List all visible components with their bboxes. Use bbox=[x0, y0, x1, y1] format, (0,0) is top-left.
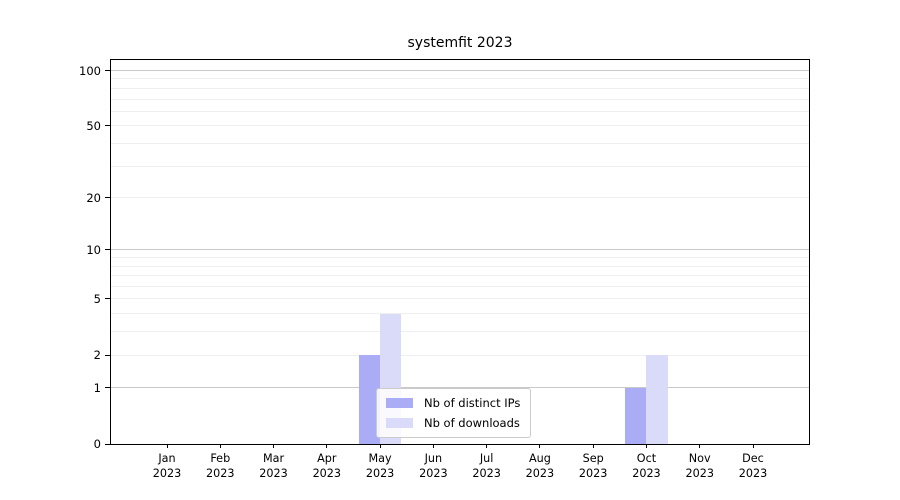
y-tick-label: 5 bbox=[93, 291, 101, 306]
y-tick bbox=[105, 354, 110, 356]
x-tick-label: Feb 2023 bbox=[206, 452, 235, 480]
legend: Nb of distinct IPs Nb of downloads bbox=[376, 388, 532, 438]
x-tick bbox=[645, 444, 647, 448]
legend-item: Nb of distinct IPs bbox=[386, 396, 520, 410]
y-tick bbox=[105, 443, 110, 445]
y-tick bbox=[105, 298, 110, 300]
x-tick-label: Dec 2023 bbox=[738, 452, 768, 480]
chart-title: systemfit 2023 bbox=[407, 35, 513, 51]
legend-swatch-distinct-ips bbox=[386, 398, 413, 408]
y-tick bbox=[105, 249, 110, 251]
y-tick-label: 0 bbox=[93, 437, 101, 451]
x-tick-label: Sep 2023 bbox=[578, 452, 608, 480]
gridline-minor bbox=[111, 275, 809, 277]
y-tick bbox=[105, 125, 110, 127]
gridline-major bbox=[111, 387, 809, 389]
x-tick bbox=[166, 444, 168, 448]
gridline-minor bbox=[111, 313, 809, 315]
x-tick-label: Nov 2023 bbox=[685, 452, 714, 480]
x-tick bbox=[326, 444, 328, 448]
gridline-minor bbox=[111, 110, 809, 112]
y-tick-label: 2 bbox=[93, 348, 101, 363]
x-tick bbox=[432, 444, 434, 448]
x-tick-label: May 2023 bbox=[365, 452, 395, 480]
x-tick-label: Aug 2023 bbox=[525, 452, 555, 480]
bar-distinct-ips bbox=[625, 387, 647, 444]
y-tick bbox=[105, 197, 110, 199]
bar-distinct-ips bbox=[358, 355, 381, 444]
x-tick bbox=[539, 444, 541, 448]
gridline-major bbox=[111, 70, 809, 71]
y-tick-label: 100 bbox=[79, 63, 101, 78]
x-tick-label: Apr 2023 bbox=[312, 452, 342, 480]
legend-label: Nb of distinct IPs bbox=[424, 396, 521, 410]
x-tick bbox=[379, 444, 381, 448]
y-tick bbox=[105, 70, 110, 71]
gridline-minor bbox=[111, 142, 809, 144]
legend-label: Nb of downloads bbox=[424, 416, 520, 430]
gridline-minor bbox=[111, 298, 809, 300]
x-tick-label: Mar 2023 bbox=[259, 452, 288, 480]
y-tick bbox=[105, 387, 110, 389]
x-tick-label: Oct 2023 bbox=[632, 452, 661, 480]
x-tick bbox=[592, 444, 594, 448]
legend-swatch-downloads bbox=[386, 418, 413, 428]
x-tick bbox=[486, 444, 488, 448]
x-tick bbox=[219, 444, 221, 448]
x-tick-label: Jan 2023 bbox=[152, 452, 182, 480]
bar-downloads bbox=[646, 355, 668, 444]
x-tick bbox=[273, 444, 275, 448]
gridline-minor bbox=[111, 331, 809, 333]
y-tick-label: 10 bbox=[86, 242, 101, 257]
x-tick-label: Jun 2023 bbox=[419, 452, 448, 480]
gridline-minor bbox=[111, 78, 809, 80]
gridline-minor bbox=[111, 257, 809, 259]
gridline-minor bbox=[111, 354, 809, 356]
gridline-major bbox=[111, 249, 809, 251]
gridline-minor bbox=[111, 98, 809, 100]
gridline-minor bbox=[111, 265, 809, 267]
gridline-minor bbox=[111, 87, 809, 89]
x-tick bbox=[699, 444, 701, 448]
gridline-minor bbox=[111, 165, 809, 167]
gridline-minor bbox=[111, 125, 809, 127]
gridline-minor bbox=[111, 286, 809, 288]
y-tick-label: 50 bbox=[86, 118, 101, 133]
x-tick-label: Jul 2023 bbox=[472, 452, 501, 480]
plot-area: 0 1 2 5 10 20 50 100 Jan 2023 Feb 2023 Mar 2023 Ap… bbox=[79, 59, 810, 480]
legend-item: Nb of downloads bbox=[386, 416, 520, 430]
gridline-minor bbox=[111, 197, 809, 199]
y-tick-label: 1 bbox=[93, 380, 101, 395]
x-tick bbox=[752, 444, 754, 448]
y-tick-label: 20 bbox=[86, 190, 101, 205]
